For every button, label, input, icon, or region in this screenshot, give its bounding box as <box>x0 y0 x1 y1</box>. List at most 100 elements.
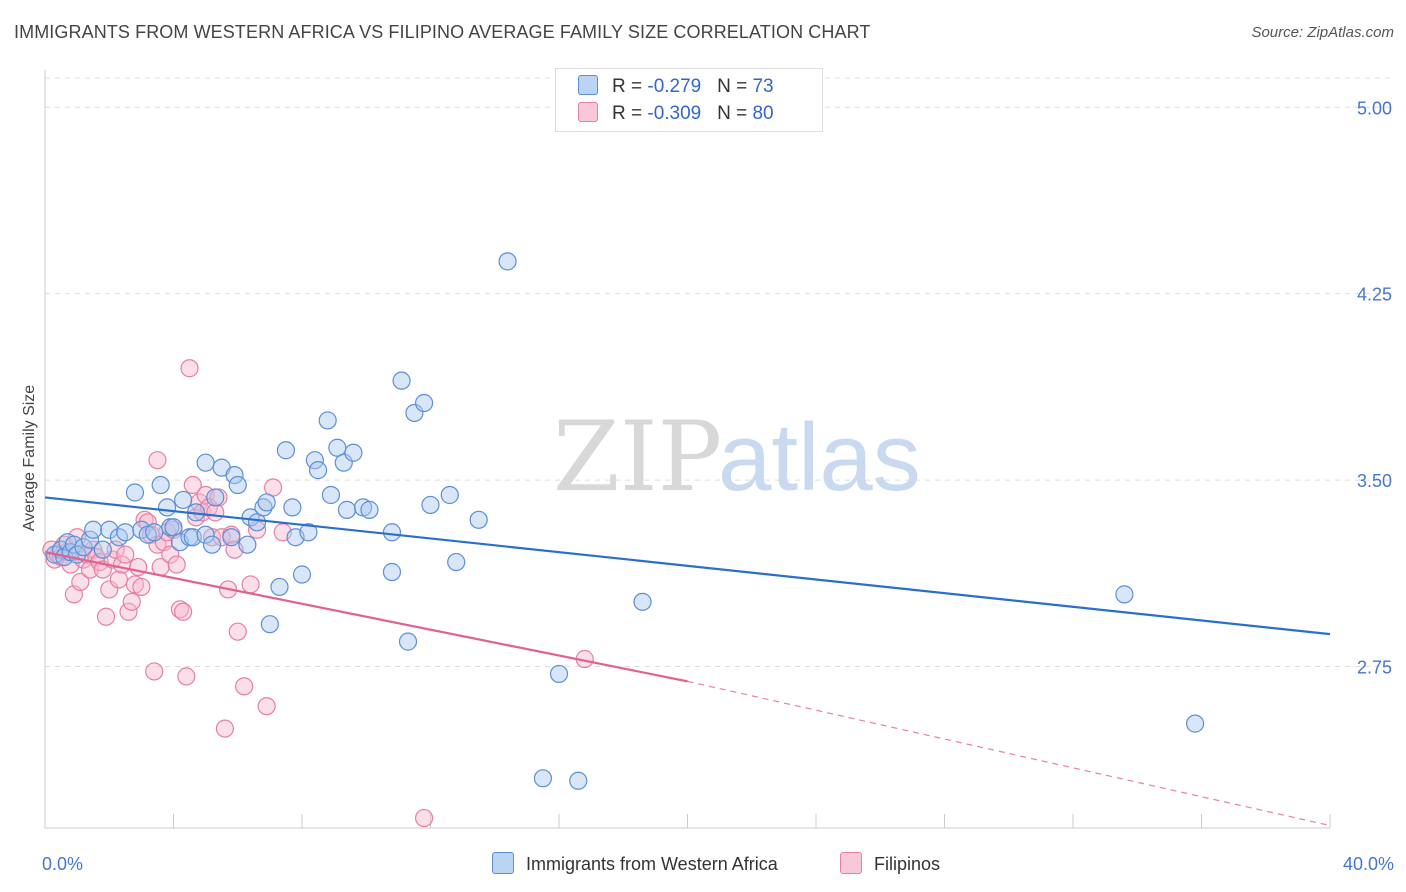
filipinos-point <box>170 600 190 619</box>
western-africa-point <box>206 488 225 507</box>
y-tick-label: 5.00 <box>1357 98 1392 118</box>
y-tick-label: 3.50 <box>1357 471 1392 491</box>
legend-n-value: 73 <box>752 76 774 97</box>
western-africa-point <box>260 615 279 634</box>
legend-row-western-africa: R = -0.279 N = 73 <box>578 75 774 99</box>
filipinos-point <box>96 607 116 626</box>
y-tick-label: 4.25 <box>1357 285 1392 305</box>
bottom-legend-label: Immigrants from Western Africa <box>526 854 778 874</box>
western-africa-point <box>157 498 177 517</box>
legend-swatch-blue <box>578 75 598 95</box>
western-africa-point <box>392 371 411 390</box>
x-tick-label-end: 40.0% <box>1343 854 1394 874</box>
western-africa-point <box>633 592 652 611</box>
western-africa-point <box>228 475 247 495</box>
western-africa-point <box>1115 585 1134 604</box>
western-africa-point <box>498 252 517 271</box>
bottom-legend-swatch-pink <box>840 852 862 874</box>
y-axis-label: Average Family Size <box>21 385 38 532</box>
western-africa-point <box>382 562 402 582</box>
legend-r-value: -0.309 <box>647 103 702 124</box>
filipinos-point <box>116 545 135 564</box>
western-africa-point <box>125 483 145 502</box>
western-africa-point <box>196 525 215 544</box>
western-africa-point <box>421 495 440 515</box>
x-tick-labels: 0.0% 40.0% <box>42 854 1394 874</box>
western-africa-point <box>447 552 466 572</box>
western-africa-point <box>405 403 424 423</box>
western-africa-point <box>74 538 93 557</box>
western-africa-point <box>382 523 402 542</box>
western-africa-point <box>440 485 459 505</box>
filipinos-point <box>100 580 119 599</box>
filipinos-point <box>174 602 193 621</box>
filipinos-point <box>119 602 138 621</box>
western-africa-point <box>533 769 553 788</box>
filipinos-point <box>132 577 151 597</box>
watermark-zip: ZIP <box>553 401 722 513</box>
filipinos-point <box>235 677 254 696</box>
filipinos-point <box>122 592 141 611</box>
filipinos-point <box>71 572 90 592</box>
western-africa-point <box>299 523 318 542</box>
western-africa-point <box>225 465 244 485</box>
axes <box>44 70 1331 829</box>
bottom-legend-filipinos: Filipinos <box>840 852 940 875</box>
y-tick-label: 2.75 <box>1357 657 1392 677</box>
legend-n-label: N = <box>717 103 753 124</box>
filipinos-point <box>177 667 196 686</box>
filipinos-trend-line <box>44 551 688 683</box>
western-africa-point <box>1185 714 1205 733</box>
western-africa-point <box>292 565 312 584</box>
filipinos-point <box>161 545 180 564</box>
western-africa-point <box>84 520 103 539</box>
western-africa-points <box>45 252 1205 790</box>
legend-row-filipinos: R = -0.309 N = 80 <box>578 102 774 126</box>
western-africa-point <box>344 443 363 462</box>
western-africa-point <box>254 498 273 517</box>
filipinos-point <box>241 575 260 594</box>
legend-n-label: N = <box>717 76 753 97</box>
legend-r-value: -0.279 <box>647 76 702 97</box>
bottom-legend-label: Filipinos <box>874 854 941 874</box>
filipinos-point <box>257 697 276 716</box>
western-africa-point <box>337 500 357 519</box>
watermark-atlas: atlas <box>718 404 921 511</box>
filipinos-point <box>183 475 202 495</box>
western-africa-point <box>414 393 434 413</box>
western-africa-point <box>318 411 337 430</box>
filipinos-point <box>148 451 167 470</box>
western-africa-point <box>222 528 241 547</box>
western-africa-point <box>276 441 296 460</box>
western-africa-point <box>80 530 100 549</box>
filipinos-point <box>145 662 164 681</box>
watermark: ZIP atlas <box>553 401 921 513</box>
western-africa-point <box>321 485 341 505</box>
western-africa-point <box>145 523 164 542</box>
western-africa-point <box>93 540 112 559</box>
filipinos-point <box>414 808 434 828</box>
source-label: Source: ZipAtlas.com <box>1251 24 1394 41</box>
legend: R = -0.279 N = 73 R = -0.309 N = 80 <box>555 68 823 132</box>
x-tick-label-start: 0.0% <box>42 854 83 874</box>
filipinos-point <box>109 570 128 589</box>
y-tick-labels: 2.75 3.50 4.25 5.00 <box>1357 98 1392 677</box>
legend-r-label: R = <box>612 76 648 97</box>
filipinos-points <box>42 359 594 828</box>
western-africa-point <box>569 771 588 790</box>
legend-r-label: R = <box>612 103 648 124</box>
bottom-legend-western-africa: Immigrants from Western Africa <box>492 852 778 875</box>
filipinos-point <box>180 359 199 378</box>
legend-n-value: 80 <box>752 103 774 124</box>
western-africa-point <box>151 475 170 495</box>
bottom-legend-swatch-blue <box>492 852 514 874</box>
western-africa-trend-line <box>44 496 1331 636</box>
western-africa-point <box>398 632 418 651</box>
chart-title: IMMIGRANTS FROM WESTERN AFRICA VS FILIPI… <box>14 22 871 42</box>
western-africa-point <box>196 453 215 472</box>
western-africa-point <box>257 493 276 512</box>
western-africa-point <box>283 498 302 517</box>
trend-lines <box>44 496 1331 827</box>
western-africa-point <box>238 535 257 554</box>
